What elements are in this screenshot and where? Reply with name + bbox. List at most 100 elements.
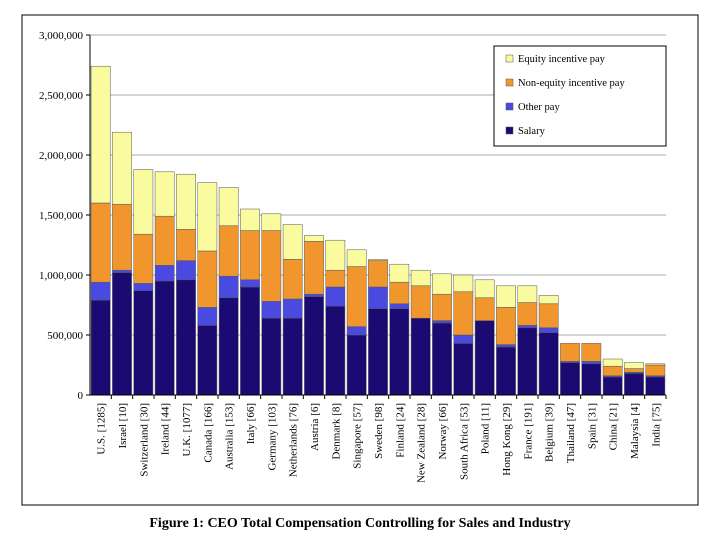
bar-segment	[538, 303, 559, 329]
bar-segment	[304, 241, 324, 295]
bar-segment	[282, 224, 303, 260]
x-tick-label: Netherlands [76]	[288, 403, 300, 477]
bar-segment	[368, 286, 388, 309]
y-tick-labels: 0 500,000 1,000,000 1,500,000 2,000,000 2,500…	[39, 30, 84, 402]
x-tick-labels: U.S. [1285] Israel [10] Switzerland [30] Ir…	[96, 403, 663, 483]
bar-segment	[261, 301, 282, 319]
bar-segment	[517, 327, 538, 396]
y-tick-label: 0	[78, 390, 84, 402]
bar-segment	[517, 302, 538, 326]
bar-segment	[389, 303, 410, 309]
y-tick-label: 2,500,000	[39, 90, 84, 102]
bar-segment	[240, 208, 260, 231]
x-tick-label: Austria [6]	[309, 403, 321, 451]
bar-segment	[645, 376, 666, 396]
bar-segment	[325, 269, 346, 288]
bar-segment	[560, 343, 580, 362]
bar-segment	[496, 307, 516, 345]
bar-segment	[133, 283, 154, 291]
bars	[90, 65, 666, 396]
bar-segment	[432, 320, 452, 324]
bar-segment	[432, 273, 452, 295]
bar-segment	[197, 250, 218, 308]
bar-segment	[581, 363, 602, 396]
bar-segment	[453, 291, 474, 336]
bar-segment	[133, 169, 154, 235]
legend-swatch	[505, 126, 514, 135]
bar-segment	[602, 376, 623, 396]
bar-segment	[346, 334, 367, 396]
bar-segment	[282, 259, 303, 300]
bar-segment	[112, 269, 132, 273]
bar-segment	[218, 297, 239, 396]
bar-segment	[453, 343, 474, 396]
bar-segment	[645, 364, 666, 377]
bar-segment	[346, 249, 367, 267]
x-tick-label: South Africa [53]	[458, 403, 470, 480]
bar-segment	[197, 307, 218, 326]
x-tick-label: Singapore [57]	[352, 403, 364, 469]
x-tick-label: India [75]	[650, 403, 662, 447]
bar-segment	[432, 293, 452, 321]
bar-segment	[474, 279, 495, 299]
legend-box	[493, 45, 667, 147]
bar-segment	[282, 298, 303, 319]
bar-segment	[624, 373, 644, 396]
y-tick-label: 1,500,000	[39, 210, 84, 222]
x-tick-label: Hong Kong [29]	[501, 403, 513, 476]
bar-segment	[197, 325, 218, 396]
legend-label: Equity incentive pay	[518, 54, 606, 65]
bar-segment	[538, 332, 559, 396]
legend: Equity incentive pay Non-equity incentive…	[493, 45, 667, 147]
bar-segment	[218, 225, 239, 277]
x-tick-label: Poland [11]	[480, 403, 492, 454]
bar-segment	[368, 308, 388, 396]
x-tick-label: China [21]	[608, 403, 620, 450]
legend-swatch	[505, 78, 514, 87]
bar-segment	[304, 296, 324, 396]
bar-segment	[432, 322, 452, 396]
x-tick-label: Germany [103]	[266, 403, 278, 471]
bar-segment	[261, 317, 282, 396]
bar-segment	[496, 344, 516, 348]
x-tick-label: Norway [66]	[437, 403, 449, 460]
bar-segment	[112, 272, 132, 396]
bar-segment	[90, 202, 111, 283]
bar-segment	[133, 290, 154, 396]
bar-segment	[176, 260, 196, 281]
bar-segment	[453, 274, 474, 293]
bar-segment	[325, 305, 346, 396]
x-tick-label: Thailand [47]	[565, 403, 577, 463]
bar-segment	[218, 187, 239, 227]
x-tick-label: Sweden [98]	[373, 403, 385, 459]
bar-segment	[410, 317, 431, 396]
bar-segment	[112, 131, 132, 205]
bar-segment	[581, 343, 602, 362]
x-tick-label: Denmark [8]	[330, 403, 342, 460]
x-tick-label: Canada [166]	[202, 403, 214, 463]
bar-segment	[602, 365, 623, 377]
y-tick-label: 500,000	[47, 330, 83, 342]
x-tick-label: France [191]	[522, 403, 534, 460]
legend-label: Non-equity incentive pay	[518, 78, 625, 89]
bar-segment	[197, 182, 218, 252]
bar-segment	[645, 363, 666, 366]
bar-segment	[496, 346, 516, 396]
bar-segment	[176, 229, 196, 261]
bar-segment	[581, 361, 602, 365]
bar-segment	[240, 286, 260, 396]
bar-segment	[560, 362, 580, 396]
bar-segment	[624, 362, 644, 369]
x-tick-label: Italy [66]	[245, 403, 257, 444]
bar-segment	[154, 215, 175, 266]
bar-segment	[282, 317, 303, 396]
bar-segment	[389, 263, 410, 283]
bar-segment	[624, 368, 644, 373]
bar-segment	[154, 265, 175, 282]
bar-segment	[133, 233, 154, 284]
bar-segment	[240, 279, 260, 288]
bar-segment	[474, 320, 495, 396]
chart-border	[21, 14, 699, 506]
x-tick-label: U.S. [1285]	[96, 403, 108, 455]
legend-label: Other pay	[518, 102, 560, 113]
